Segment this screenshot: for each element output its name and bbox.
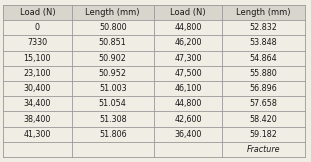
- Bar: [154, 111, 222, 127]
- Bar: [222, 142, 305, 157]
- Bar: [222, 127, 305, 142]
- Text: 51.308: 51.308: [99, 115, 127, 124]
- Bar: [72, 111, 154, 127]
- Bar: [3, 51, 72, 66]
- Text: 0: 0: [35, 23, 40, 32]
- Text: 51.003: 51.003: [99, 84, 127, 93]
- Bar: [154, 96, 222, 111]
- Bar: [3, 127, 72, 142]
- Text: 51.806: 51.806: [99, 130, 127, 139]
- Text: Length (mm): Length (mm): [86, 8, 140, 17]
- Text: 30,400: 30,400: [24, 84, 51, 93]
- Bar: [154, 81, 222, 96]
- Bar: [3, 142, 72, 157]
- Text: 55.880: 55.880: [250, 69, 277, 78]
- Text: 58.420: 58.420: [250, 115, 277, 124]
- Text: 56.896: 56.896: [250, 84, 277, 93]
- Bar: [222, 35, 305, 51]
- Text: Fracture: Fracture: [247, 145, 280, 154]
- Bar: [3, 111, 72, 127]
- Bar: [72, 81, 154, 96]
- Text: 52.832: 52.832: [250, 23, 277, 32]
- Text: 44,800: 44,800: [174, 23, 202, 32]
- Bar: [154, 5, 222, 20]
- Text: 59.182: 59.182: [250, 130, 277, 139]
- Bar: [222, 66, 305, 81]
- Text: 7330: 7330: [27, 38, 47, 47]
- Bar: [72, 127, 154, 142]
- Text: 38,400: 38,400: [24, 115, 51, 124]
- Bar: [222, 5, 305, 20]
- Text: 50.851: 50.851: [99, 38, 127, 47]
- Text: 57.658: 57.658: [250, 99, 277, 108]
- Bar: [72, 5, 154, 20]
- Text: 46,200: 46,200: [174, 38, 202, 47]
- Bar: [154, 142, 222, 157]
- Text: 54.864: 54.864: [250, 54, 277, 63]
- Text: Load (N): Load (N): [20, 8, 55, 17]
- Bar: [3, 5, 72, 20]
- Bar: [3, 66, 72, 81]
- Text: Length (mm): Length (mm): [236, 8, 291, 17]
- Bar: [3, 35, 72, 51]
- Text: 44,800: 44,800: [174, 99, 202, 108]
- Bar: [72, 20, 154, 35]
- Bar: [154, 35, 222, 51]
- Bar: [3, 96, 72, 111]
- Bar: [72, 51, 154, 66]
- Bar: [3, 20, 72, 35]
- Bar: [222, 96, 305, 111]
- Text: 51.054: 51.054: [99, 99, 127, 108]
- Bar: [222, 51, 305, 66]
- Bar: [222, 20, 305, 35]
- Bar: [72, 142, 154, 157]
- Bar: [222, 111, 305, 127]
- Bar: [154, 51, 222, 66]
- Text: Load (N): Load (N): [170, 8, 206, 17]
- Text: 23,100: 23,100: [24, 69, 51, 78]
- Text: 46,100: 46,100: [174, 84, 202, 93]
- Bar: [154, 20, 222, 35]
- Text: 50.800: 50.800: [99, 23, 127, 32]
- Bar: [154, 66, 222, 81]
- Text: 15,100: 15,100: [24, 54, 51, 63]
- Bar: [3, 81, 72, 96]
- Bar: [72, 35, 154, 51]
- Text: 47,500: 47,500: [174, 69, 202, 78]
- Text: 34,400: 34,400: [24, 99, 51, 108]
- Text: 53.848: 53.848: [250, 38, 277, 47]
- Bar: [154, 127, 222, 142]
- Bar: [222, 81, 305, 96]
- Text: 47,300: 47,300: [174, 54, 202, 63]
- Text: 41,300: 41,300: [24, 130, 51, 139]
- Bar: [72, 96, 154, 111]
- Bar: [72, 66, 154, 81]
- Text: 50.902: 50.902: [99, 54, 127, 63]
- Text: 50.952: 50.952: [99, 69, 127, 78]
- Text: 42,600: 42,600: [174, 115, 202, 124]
- Text: 36,400: 36,400: [174, 130, 202, 139]
